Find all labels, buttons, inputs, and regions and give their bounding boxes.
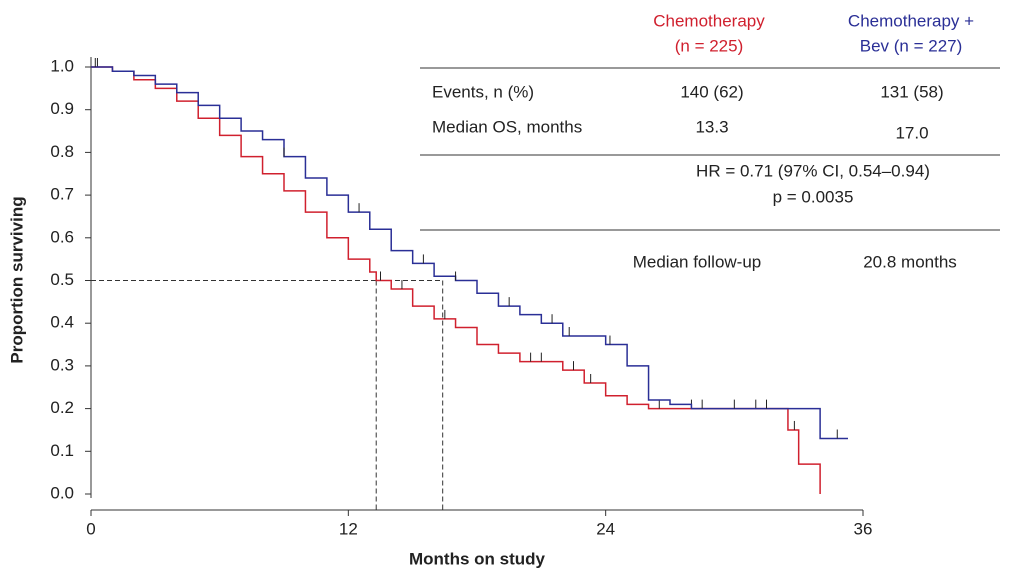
y-tick-label: 0.2: [50, 398, 74, 417]
y-tick-label: 0.3: [50, 355, 74, 374]
x-tick-label: 0: [86, 519, 95, 538]
y-axis-label: Proportion surviving: [7, 196, 26, 363]
table-cell: Events, n (%): [432, 82, 534, 101]
survival-curve: [91, 66, 848, 440]
y-tick-label: 0.1: [50, 441, 74, 460]
y-tick-label: 0.5: [50, 270, 74, 289]
survival-curve: [91, 66, 821, 494]
y-tick-label: 0.7: [50, 185, 74, 204]
y-tick-label: 0.8: [50, 142, 74, 161]
x-tick-label: 24: [596, 519, 615, 538]
p-value: p = 0.0035: [773, 187, 854, 206]
follow-up-value: 20.8 months: [863, 252, 957, 271]
y-tick-label: 0.4: [50, 313, 74, 332]
follow-up-label: Median follow-up: [633, 252, 762, 271]
x-tick-label: 36: [854, 519, 873, 538]
hazard-ratio: HR = 0.71 (97% CI, 0.54–0.94): [696, 161, 930, 180]
table-cell: 13.3: [695, 117, 728, 136]
legend-label: Chemotherapy: [653, 11, 765, 30]
y-tick-label: 1.0: [50, 56, 74, 75]
table-cell: 17.0: [895, 123, 928, 142]
table-cell: 140 (62): [680, 82, 743, 101]
legend-label: Bev (n = 227): [860, 36, 963, 55]
table-cell: 131 (58): [880, 82, 943, 101]
y-tick-label: 0.0: [50, 483, 74, 502]
legend-label: (n = 225): [675, 36, 744, 55]
table-cell: Median OS, months: [432, 117, 582, 136]
x-axis-label: Months on study: [409, 549, 546, 568]
x-tick-label: 12: [339, 519, 358, 538]
legend-label: Chemotherapy +: [848, 11, 974, 30]
y-tick-label: 0.6: [50, 227, 74, 246]
y-tick-label: 0.9: [50, 99, 74, 118]
